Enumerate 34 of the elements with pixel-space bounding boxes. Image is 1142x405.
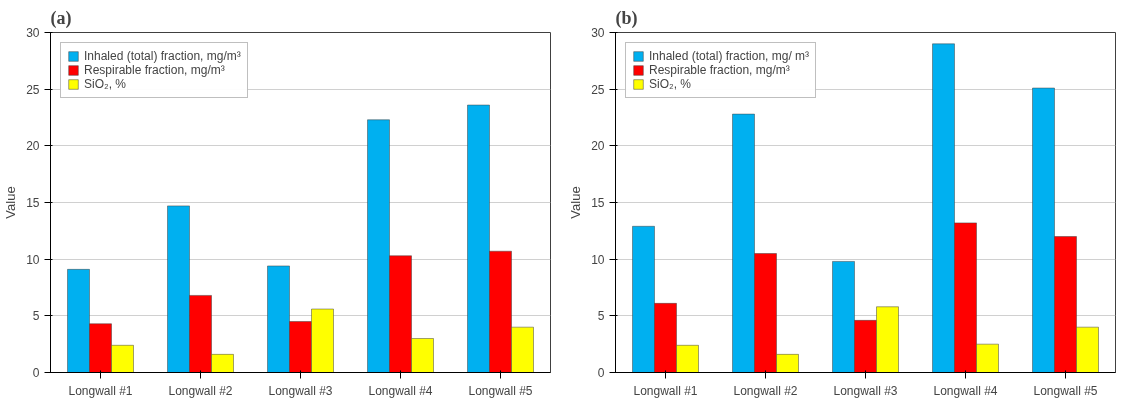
legend-label: Inhaled (total) fraction, mg/ m³ [649,49,810,63]
x-tick-label: Longwall #1 [68,383,133,398]
x-tick-label: Longwall #1 [633,383,698,398]
y-axis-title: Value [3,186,19,219]
chart-title: (b) [615,7,638,29]
legend-label: Respirable fraction, mg/m³ [649,63,790,77]
legend-label: Inhaled (total) fraction, mg/m³ [84,49,241,63]
x-tick-label: Longwall #2 [733,383,798,398]
y-tick-label: 5 [32,309,40,324]
y-tick-label: 25 [591,82,605,97]
y-tick-label: 20 [591,139,605,154]
y-tick-label: 5 [597,309,605,324]
chart-title: (a) [50,7,72,29]
y-tick-label: 15 [26,196,40,210]
legend-label: Respirable fraction, mg/m³ [84,63,225,77]
x-tick-label: Longwall #5 [468,383,533,398]
x-tick-label: Longwall #2 [168,383,233,398]
y-tick-label: 10 [591,252,605,267]
x-tick-label: Longwall #4 [933,383,998,398]
y-tick-label: 0 [32,366,40,380]
y-tick-label: 25 [26,82,40,97]
x-tick-label: Longwall #5 [1033,383,1098,398]
x-tick-label: Longwall #4 [368,383,433,398]
y-tick-label: 30 [591,26,605,40]
x-tick-label: Longwall #3 [833,383,898,398]
y-tick-label: 15 [591,196,605,210]
legend-label: SiO₂, % [84,77,126,91]
y-axis-title: Value [568,186,584,219]
legend-label: SiO₂, % [649,77,691,91]
y-tick-label: 30 [26,26,40,40]
y-tick-label: 10 [26,252,40,267]
y-tick-label: 0 [597,366,605,380]
y-tick-label: 20 [26,139,40,154]
x-tick-label: Longwall #3 [268,383,333,398]
